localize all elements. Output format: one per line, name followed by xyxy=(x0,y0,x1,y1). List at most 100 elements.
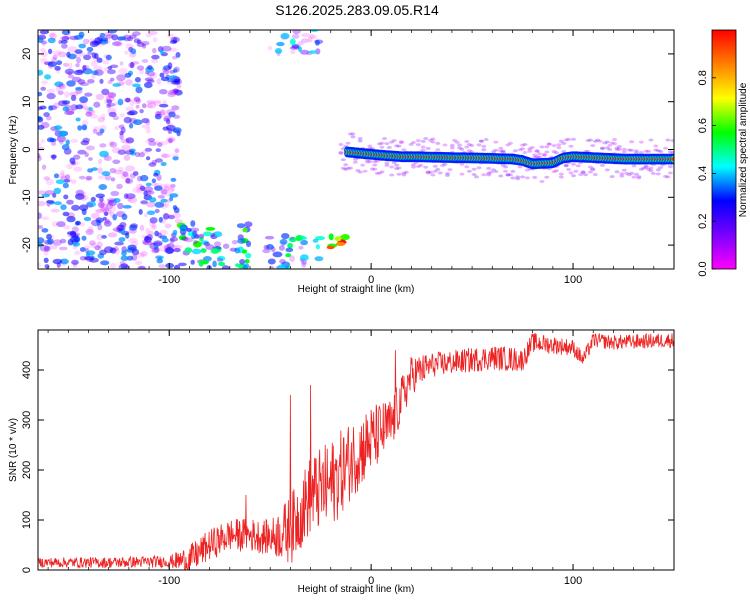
heatmap-cell xyxy=(107,30,118,34)
heatmap-cell xyxy=(457,143,463,147)
heatmap-cell xyxy=(229,247,238,252)
heatmap-cell xyxy=(157,142,163,148)
heatmap-cell xyxy=(40,48,46,52)
heatmap-cell xyxy=(200,248,207,253)
heatmap-cell xyxy=(508,141,513,145)
heatmap-cell xyxy=(665,175,671,179)
heatmap-cell xyxy=(558,172,564,176)
heatmap-cell xyxy=(643,165,649,169)
heatmap-cell xyxy=(193,240,198,245)
heatmap-cell xyxy=(90,242,97,249)
heatmap-cell xyxy=(515,177,521,181)
heatmap-cell xyxy=(609,175,615,179)
heatmap-cell xyxy=(512,149,518,153)
heatmap-cell xyxy=(278,245,285,251)
snr-series-line xyxy=(38,332,674,570)
heatmap-cell xyxy=(49,32,57,40)
heatmap-cell xyxy=(527,149,533,153)
heatmap-cell xyxy=(396,172,402,176)
heatmap-cell xyxy=(54,81,64,87)
heatmap-cell xyxy=(298,46,302,52)
heatmap-cell xyxy=(110,190,120,197)
heatmap-cell xyxy=(643,164,649,168)
heatmap-cell xyxy=(116,211,126,218)
heatmap-cell xyxy=(70,94,77,102)
heatmap-cell xyxy=(423,165,429,169)
heatmap-cell xyxy=(125,165,135,172)
heatmap-cell xyxy=(141,234,147,239)
heatmap-cell xyxy=(96,208,102,213)
heatmap-cell xyxy=(46,88,56,94)
heatmap-cell xyxy=(66,199,74,205)
heatmap-cell xyxy=(486,173,492,177)
heatmap-cell xyxy=(266,244,274,250)
heatmap-cell xyxy=(38,37,44,43)
heatmap-cell xyxy=(53,201,63,206)
heatmap-cell xyxy=(140,200,148,205)
heatmap-cell xyxy=(279,259,286,264)
heatmap-cell xyxy=(103,153,110,160)
heatmap-cell xyxy=(112,214,117,221)
heatmap-cell xyxy=(471,167,477,171)
heatmap-cell xyxy=(108,200,115,204)
heatmap-cell xyxy=(396,144,402,148)
heatmap-cell xyxy=(117,98,124,106)
heatmap-cell xyxy=(153,101,162,106)
heatmap-cell xyxy=(561,150,567,153)
heatmap-cell xyxy=(65,139,70,146)
heatmap-cell xyxy=(107,107,117,115)
heatmap-cell xyxy=(79,82,90,87)
heatmap-cell xyxy=(379,141,385,145)
y-tick-label: 300 xyxy=(21,411,33,429)
heatmap-cell xyxy=(235,263,240,267)
heatmap-cell xyxy=(43,257,49,263)
heatmap-cell xyxy=(500,150,506,154)
heatmap-cell xyxy=(527,147,533,151)
heatmap-cell xyxy=(67,74,75,79)
heatmap-cell xyxy=(56,135,66,143)
heatmap-cell xyxy=(301,261,307,268)
heatmap-cell xyxy=(98,184,108,190)
heatmap-cell xyxy=(141,124,151,129)
heatmap-cell xyxy=(71,259,79,265)
heatmap-cell xyxy=(667,171,673,175)
heatmap-cell xyxy=(38,153,41,159)
heatmap-cell xyxy=(84,152,89,157)
heatmap-cell xyxy=(106,202,114,210)
heatmap-cell xyxy=(117,202,124,210)
heatmap-cell xyxy=(218,262,226,266)
heatmap-cell xyxy=(86,46,94,52)
heatmap-cell xyxy=(62,211,70,217)
heatmap-cell xyxy=(629,171,635,175)
heatmap-cell xyxy=(173,211,181,219)
heatmap-cell xyxy=(170,89,181,94)
heatmap-cell xyxy=(653,144,659,148)
heatmap-cell xyxy=(75,104,84,110)
heatmap-cell xyxy=(100,203,109,210)
heatmap-cell xyxy=(99,78,104,84)
heatmap-cell xyxy=(631,175,637,179)
heatmap-cell xyxy=(96,57,103,63)
heatmap-cell xyxy=(592,173,598,176)
heatmap-cell xyxy=(345,141,351,145)
heatmap-cell xyxy=(38,225,44,229)
heatmap-cell xyxy=(82,65,89,70)
heatmap-cell xyxy=(40,30,46,36)
heatmap-cell xyxy=(104,174,112,181)
heatmap-cell xyxy=(573,169,579,173)
heatmap-cell xyxy=(442,143,448,147)
heatmap-cell xyxy=(123,193,129,200)
heatmap-cell xyxy=(66,215,76,223)
heatmap-cell xyxy=(612,138,618,141)
heatmap-cell xyxy=(75,193,85,200)
heatmap-cell xyxy=(103,67,109,72)
heatmap-cell xyxy=(60,175,67,181)
heatmap-cell xyxy=(153,99,162,104)
heatmap-cell xyxy=(38,200,46,207)
heatmap-cell xyxy=(566,137,572,141)
heatmap-cell xyxy=(160,76,170,82)
heatmap-cell xyxy=(587,165,593,169)
colorbar: 0.0 0.2 0.4 0.6 0.8 Normalized spectral ampl… xyxy=(697,29,749,277)
colorbar-tick-label: 0.4 xyxy=(697,166,709,181)
heatmap-cell xyxy=(394,163,400,167)
